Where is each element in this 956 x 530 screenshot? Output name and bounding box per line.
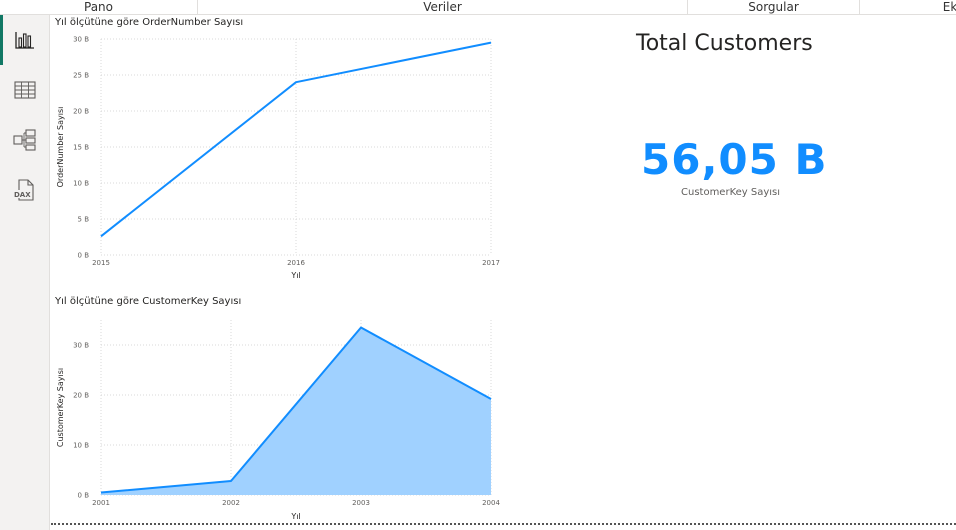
view-sidebar: DAX — [0, 15, 50, 530]
dax-view-button[interactable]: DAX — [0, 165, 50, 215]
card-title: Total Customers — [636, 31, 813, 56]
x-tick-label: 2004 — [482, 499, 500, 507]
y-tick-label: 0 B — [78, 252, 90, 260]
tab-ek[interactable]: Ek — [942, 0, 956, 14]
x-axis-title: Yıl — [290, 512, 300, 521]
tab-pano[interactable]: Pano — [0, 0, 198, 15]
y-tick-label: 20 B — [73, 108, 89, 116]
series-line[interactable] — [100, 326, 492, 494]
order-number-line-chart[interactable]: 0 B 5 B 10 B 15 B 20 B 25 B 30 B 2015 2016 2017 Yı… — [51, 30, 511, 285]
dax-query-icon: DAX — [13, 179, 34, 201]
tab-sorgular[interactable]: Sorgular — [688, 0, 860, 15]
y-tick-label: 30 B — [73, 36, 89, 44]
y-tick-label: 10 B — [73, 442, 89, 450]
series-line[interactable] — [100, 41, 492, 238]
card-label: CustomerKey Sayısı — [681, 187, 781, 198]
x-tick-label: 2003 — [352, 499, 370, 507]
model-icon — [13, 129, 36, 151]
area-series-fill[interactable] — [101, 327, 491, 496]
y-axis-title: OrderNumber Sayısı — [56, 107, 65, 188]
card-value: 56,05 B — [641, 135, 828, 184]
report-view-button[interactable] — [0, 15, 50, 65]
y-tick-label: 20 B — [73, 392, 89, 400]
table-icon — [14, 81, 36, 99]
x-tick-label: 2016 — [287, 259, 305, 267]
x-tick-label: 2015 — [92, 259, 110, 267]
ribbon-tabs: Pano Veriler Sorgular Ek — [0, 0, 956, 15]
x-tick-label: 2002 — [222, 499, 240, 507]
y-tick-label: 10 B — [73, 180, 89, 188]
line-chart-title: Yıl ölçütüne göre OrderNumber Sayısı — [55, 17, 244, 28]
x-tick-label: 2001 — [92, 499, 110, 507]
dax-label: DAX — [14, 191, 31, 199]
y-tick-label: 5 B — [78, 216, 90, 224]
x-tick-label: 2017 — [482, 259, 500, 267]
y-axis-title: CustomerKey Sayısı — [56, 368, 65, 447]
area-chart-title: Yıl ölçütüne göre CustomerKey Sayısı — [55, 296, 242, 307]
report-canvas: Yıl ölçütüne göre OrderNumber Sayısı 0 B… — [51, 15, 956, 530]
model-view-button[interactable] — [0, 115, 50, 165]
bar-chart-icon — [15, 32, 34, 49]
x-axis-title: Yıl — [290, 271, 300, 280]
table-view-button[interactable] — [0, 65, 50, 115]
y-tick-label: 25 B — [73, 72, 89, 80]
y-tick-label: 0 B — [78, 492, 90, 500]
tab-veriler[interactable]: Veriler — [198, 0, 688, 15]
y-tick-label: 15 B — [73, 144, 89, 152]
customer-key-area-chart[interactable]: 0 B 10 B 20 B 30 B 2001 2002 2003 2004 Yıl Custom… — [51, 309, 511, 521]
page-boundary-line — [51, 523, 956, 525]
y-tick-label: 30 B — [73, 342, 89, 350]
